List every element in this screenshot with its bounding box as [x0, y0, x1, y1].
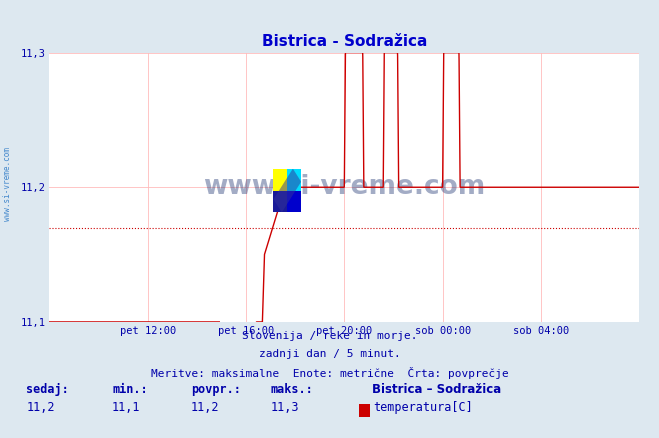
Bar	[287, 191, 301, 212]
Text: zadnji dan / 5 minut.: zadnji dan / 5 minut.	[258, 349, 401, 359]
Text: Bistrica – Sodražica: Bistrica – Sodražica	[372, 383, 501, 396]
Text: 11,3: 11,3	[270, 401, 299, 414]
Text: Meritve: maksimalne  Enote: metrične  Črta: povprečje: Meritve: maksimalne Enote: metrične Črta…	[151, 367, 508, 379]
Bar	[287, 169, 301, 191]
Text: sedaj:: sedaj:	[26, 383, 69, 396]
Polygon shape	[273, 169, 301, 212]
Bar	[273, 191, 287, 212]
Text: www.si-vreme.com: www.si-vreme.com	[203, 174, 486, 200]
Text: 11,1: 11,1	[112, 401, 140, 414]
Text: maks.:: maks.:	[270, 383, 313, 396]
Bar	[273, 169, 287, 191]
Text: min.:: min.:	[112, 383, 148, 396]
Text: 11,2: 11,2	[26, 401, 55, 414]
Text: temperatura[C]: temperatura[C]	[374, 401, 473, 414]
Text: 11,2: 11,2	[191, 401, 219, 414]
Title: Bistrica - Sodražica: Bistrica - Sodražica	[262, 34, 427, 49]
Text: povpr.:: povpr.:	[191, 383, 241, 396]
Text: www.si-vreme.com: www.si-vreme.com	[3, 147, 13, 221]
Text: Slovenija / reke in morje.: Slovenija / reke in morje.	[242, 331, 417, 341]
